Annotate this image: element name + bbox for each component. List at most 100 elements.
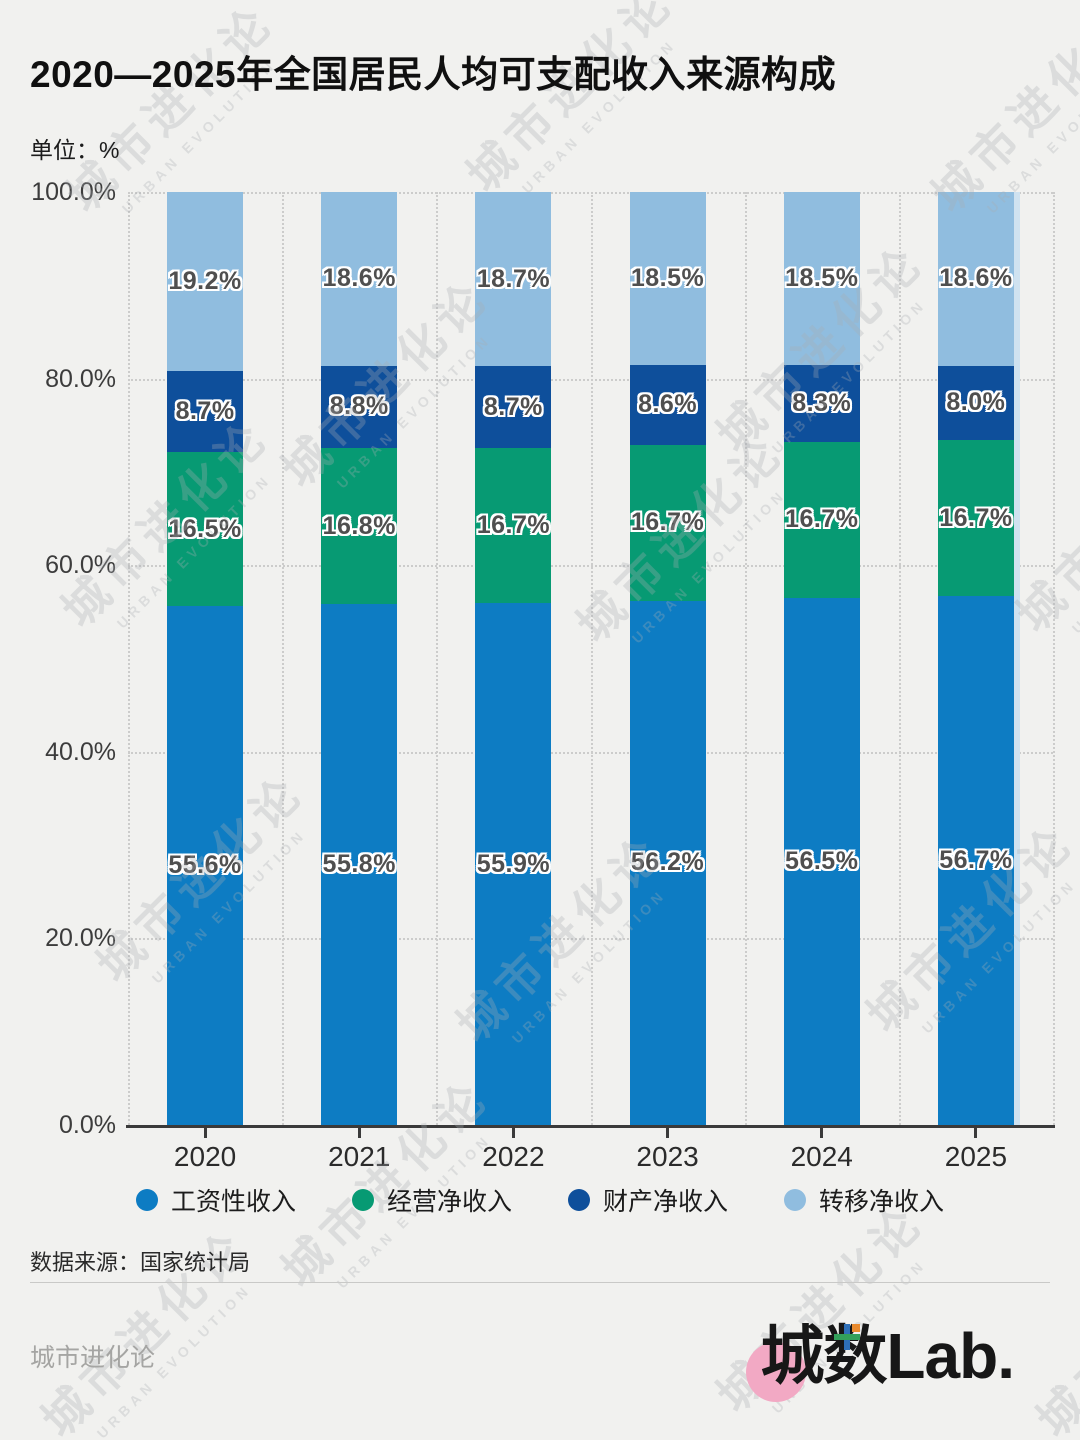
x-axis-tick bbox=[666, 1125, 670, 1138]
vertical-gridline bbox=[590, 192, 593, 1125]
bar-segment: 55.9% bbox=[475, 603, 552, 1125]
x-axis-tick bbox=[203, 1125, 207, 1138]
bar-segment: 18.6% bbox=[321, 192, 398, 366]
bar-segment: 19.2% bbox=[167, 192, 244, 372]
legend-label: 财产净收入 bbox=[603, 1188, 729, 1216]
bar-segment: 18.5% bbox=[783, 192, 860, 365]
legend-dot-icon bbox=[351, 1189, 374, 1211]
legend: 工资性收入 经营净收入 财产净收入 转移净收入 bbox=[0, 1182, 1080, 1218]
horizontal-gridline bbox=[128, 565, 1053, 568]
bar-segment: 16.7% bbox=[629, 444, 706, 601]
unit-label: 单位：% bbox=[30, 137, 120, 163]
bar-value-label: 18.6% bbox=[939, 264, 1013, 293]
bar-segment: 8.3% bbox=[783, 364, 860, 443]
page-title: 2020—2025年全国居民人均可支配收入来源构成 bbox=[30, 54, 837, 95]
bar-segment: 55.6% bbox=[167, 606, 244, 1125]
logo-text: 城数Lab. bbox=[760, 1320, 1015, 1392]
y-axis-label: 40.0% bbox=[45, 737, 116, 766]
bar-segment: 56.2% bbox=[629, 600, 706, 1125]
x-axis-label: 2025 bbox=[944, 1141, 1008, 1172]
bar-segment: 55.8% bbox=[321, 604, 398, 1125]
x-axis-label: 2020 bbox=[173, 1141, 237, 1172]
legend-dot-icon bbox=[784, 1189, 807, 1211]
bar-value-label: 55.8% bbox=[322, 850, 396, 879]
bar-value-label: 8.8% bbox=[329, 392, 389, 421]
bar-segment: 18.5% bbox=[629, 192, 706, 365]
bar-value-label: 16.7% bbox=[939, 503, 1013, 532]
bar-value-label: 16.5% bbox=[168, 514, 242, 543]
x-axis-label: 2024 bbox=[790, 1141, 853, 1172]
vertical-gridline bbox=[744, 192, 747, 1125]
y-axis-label: 20.0% bbox=[45, 924, 116, 953]
x-axis-tick bbox=[820, 1125, 824, 1138]
bar-segment: 8.7% bbox=[475, 366, 552, 448]
publisher-logo: 城数Lab. bbox=[746, 1312, 1015, 1402]
bar-value-label: 56.2% bbox=[630, 848, 705, 877]
legend-dot-icon bbox=[568, 1189, 590, 1211]
bar-segment: 18.7% bbox=[475, 192, 552, 367]
bar-value-label: 18.7% bbox=[476, 264, 551, 293]
footer-brand: 城市进化论 bbox=[30, 1344, 156, 1372]
legend-label: 转移净收入 bbox=[819, 1188, 945, 1216]
x-axis-tick bbox=[974, 1125, 978, 1138]
bar-value-label: 8.3% bbox=[792, 388, 852, 417]
legend-item: 转移净收入 bbox=[784, 1182, 944, 1218]
bar-value-label: 16.7% bbox=[785, 505, 859, 534]
horizontal-gridline bbox=[128, 378, 1053, 381]
vertical-gridline bbox=[1053, 192, 1055, 1125]
horizontal-gridline bbox=[128, 751, 1053, 754]
bar-edge-highlight bbox=[1013, 192, 1020, 1125]
vertical-gridline bbox=[898, 192, 901, 1125]
bar-segment: 8.0% bbox=[937, 365, 1014, 441]
y-axis-label: 80.0% bbox=[45, 364, 116, 393]
x-axis-tick bbox=[357, 1125, 361, 1138]
bar-value-label: 8.7% bbox=[175, 397, 235, 426]
bar-segment: 8.6% bbox=[629, 364, 706, 445]
bar-segment: 16.7% bbox=[475, 447, 552, 604]
bar-value-label: 18.6% bbox=[322, 264, 396, 293]
y-axis-label: 0.0% bbox=[59, 1111, 116, 1139]
legend-label: 工资性收入 bbox=[170, 1188, 296, 1216]
bar-segment: 56.5% bbox=[783, 597, 860, 1125]
vertical-gridline bbox=[128, 192, 130, 1125]
bar-value-label: 8.7% bbox=[483, 392, 543, 421]
bar-segment: 16.7% bbox=[783, 442, 860, 598]
bar-segment: 16.5% bbox=[167, 452, 244, 607]
logo-pink-circle bbox=[746, 1342, 807, 1402]
bar-value-label: 18.5% bbox=[630, 263, 705, 292]
footer-divider bbox=[30, 1282, 1050, 1283]
bar-value-label: 55.6% bbox=[168, 851, 242, 880]
legend-item: 财产净收入 bbox=[568, 1182, 728, 1218]
y-axis-label: 100.0% bbox=[31, 178, 116, 206]
bar-segment: 8.7% bbox=[167, 371, 244, 453]
bar-segment: 8.8% bbox=[321, 365, 398, 448]
vertical-gridline bbox=[282, 192, 285, 1125]
legend-label: 经营净收入 bbox=[386, 1188, 512, 1216]
x-axis-label: 2022 bbox=[482, 1141, 545, 1172]
bar-segment: 18.6% bbox=[937, 192, 1014, 366]
vertical-gridline bbox=[436, 192, 439, 1125]
x-axis-label: 2023 bbox=[636, 1141, 699, 1172]
bar-segment: 56.7% bbox=[937, 595, 1014, 1125]
legend-dot-icon bbox=[135, 1189, 158, 1211]
bar-value-label: 8.6% bbox=[638, 390, 698, 419]
y-axis-label: 60.0% bbox=[45, 551, 116, 580]
x-axis-line bbox=[126, 1125, 1055, 1128]
x-axis-tick bbox=[511, 1125, 515, 1138]
bar-value-label: 19.2% bbox=[168, 267, 242, 296]
legend-item: 工资性收入 bbox=[135, 1182, 296, 1218]
bar-value-label: 16.8% bbox=[322, 511, 396, 540]
x-axis-label: 2021 bbox=[328, 1141, 391, 1172]
bar-segment: 16.8% bbox=[321, 447, 398, 605]
data-source-note: 数据来源：国家统计局 bbox=[30, 1250, 251, 1275]
bar-value-label: 56.7% bbox=[939, 845, 1013, 874]
horizontal-gridline bbox=[128, 192, 1053, 194]
bar-segment: 16.7% bbox=[937, 440, 1014, 596]
bar-value-label: 55.9% bbox=[476, 849, 551, 878]
legend-item: 经营净收入 bbox=[351, 1182, 512, 1218]
bar-value-label: 56.5% bbox=[785, 846, 859, 875]
bar-value-label: 16.7% bbox=[476, 511, 551, 540]
bar-value-label: 18.5% bbox=[785, 263, 859, 292]
